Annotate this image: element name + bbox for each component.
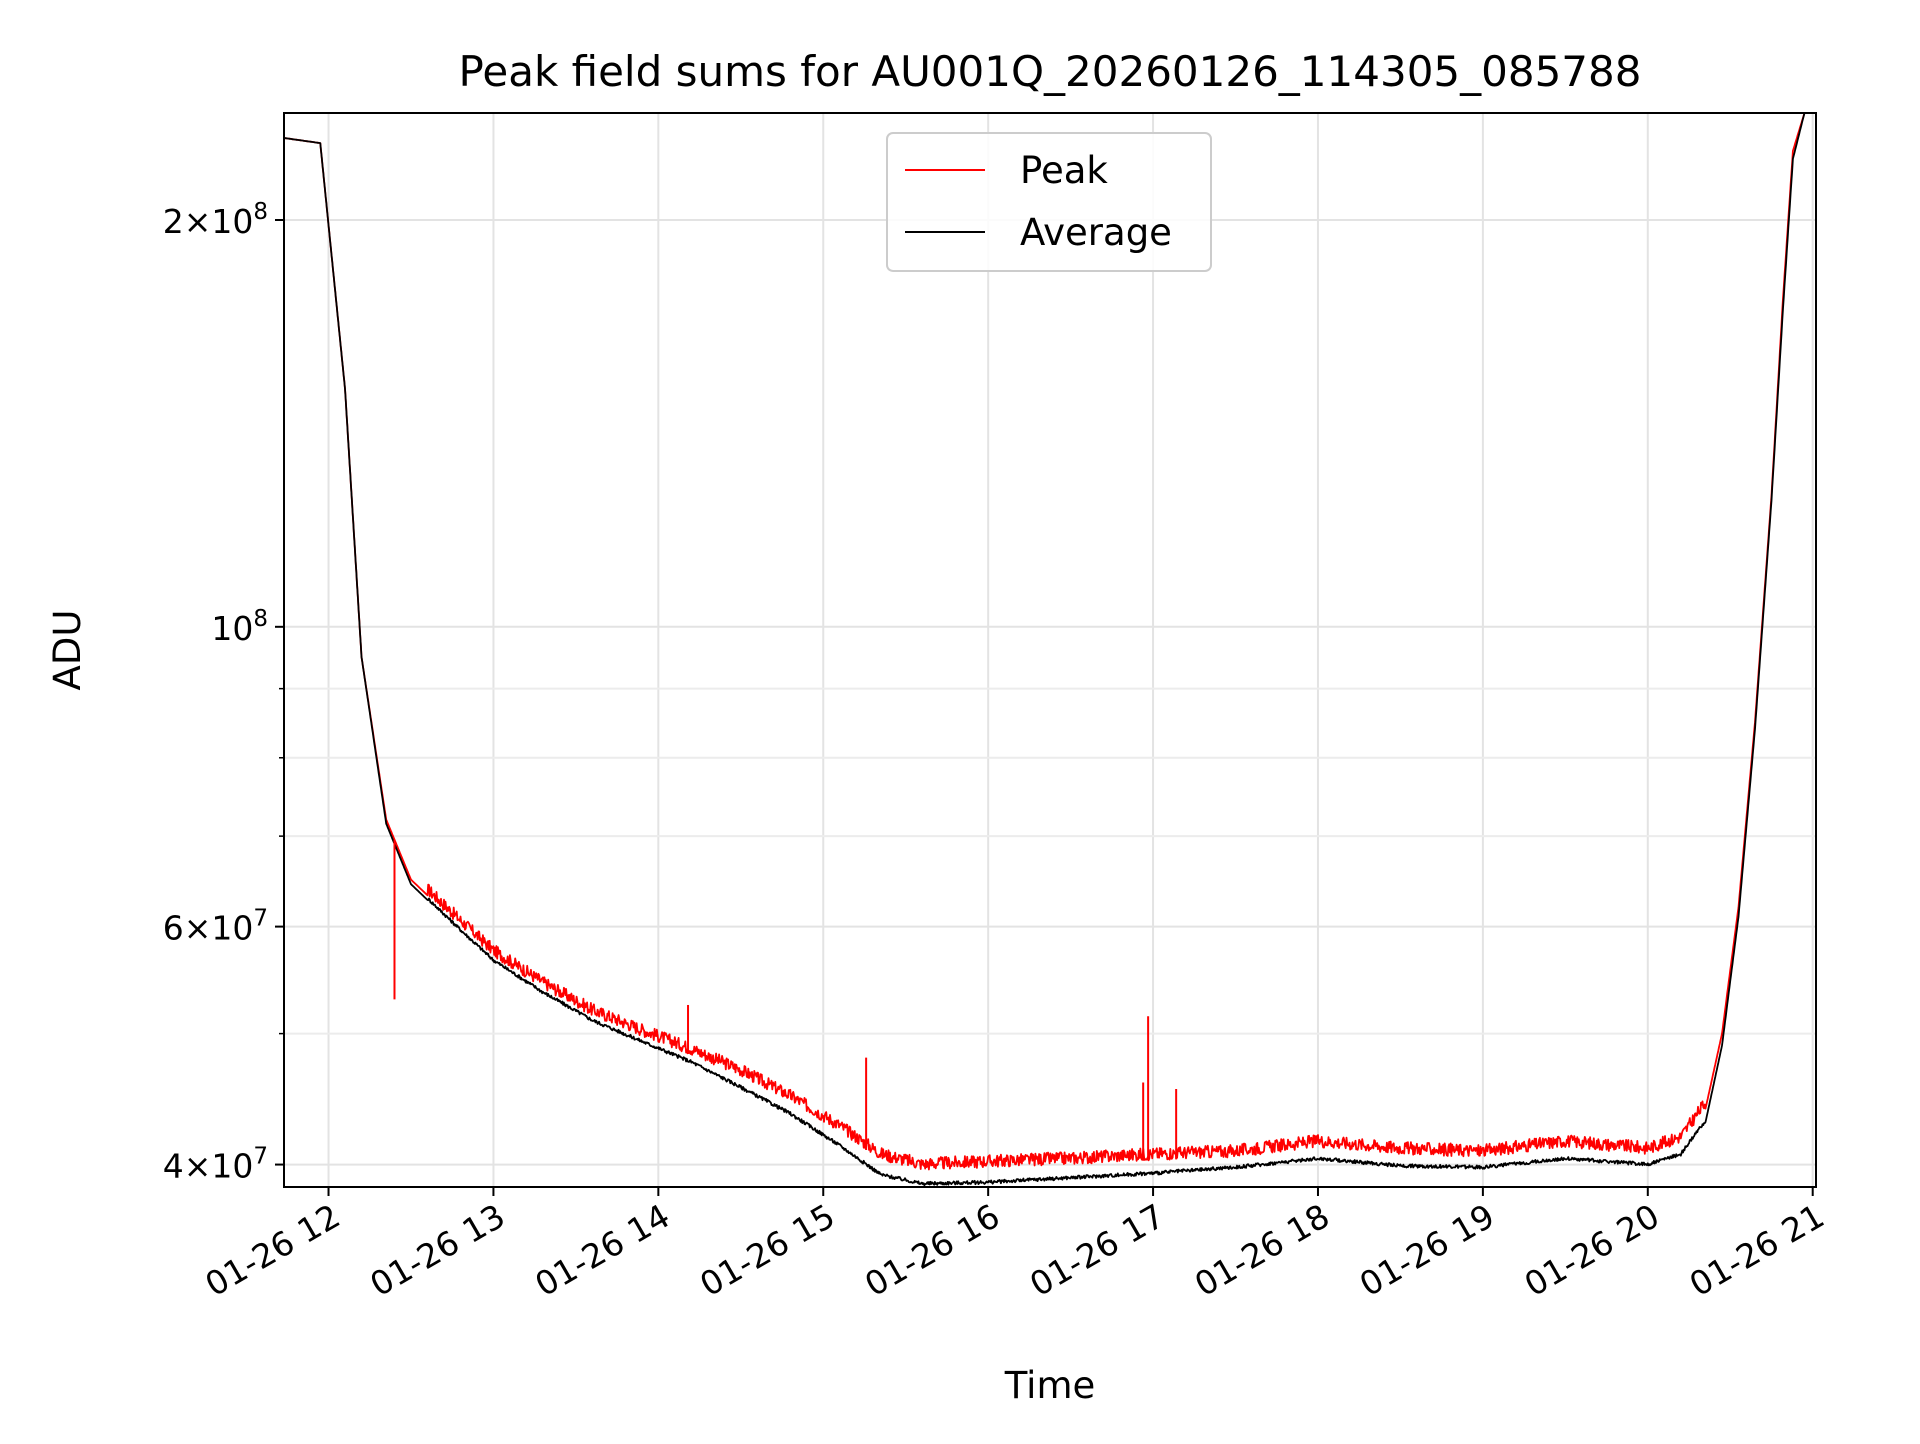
y-tick-label: 108 [211,606,268,648]
y-tick-label: 6×107 [163,906,268,948]
series-layer [283,112,1817,1187]
y-tick-label: 4×107 [163,1144,268,1186]
legend: Peak Average [886,132,1212,272]
series-line-peak [283,112,1817,1171]
legend-box [886,132,1212,272]
legend-label-average: Average [1020,211,1172,254]
y-axis-label: ADU [46,610,89,691]
plot-frame [283,112,1817,1188]
y-tick-label: 2×108 [163,199,268,241]
x-axis-label: Time [1004,1364,1096,1407]
series-line-average [283,112,1817,1187]
legend-label-peak: Peak [1020,149,1108,192]
chart-title: Peak field sums for AU001Q_20260126_1143… [459,47,1642,96]
